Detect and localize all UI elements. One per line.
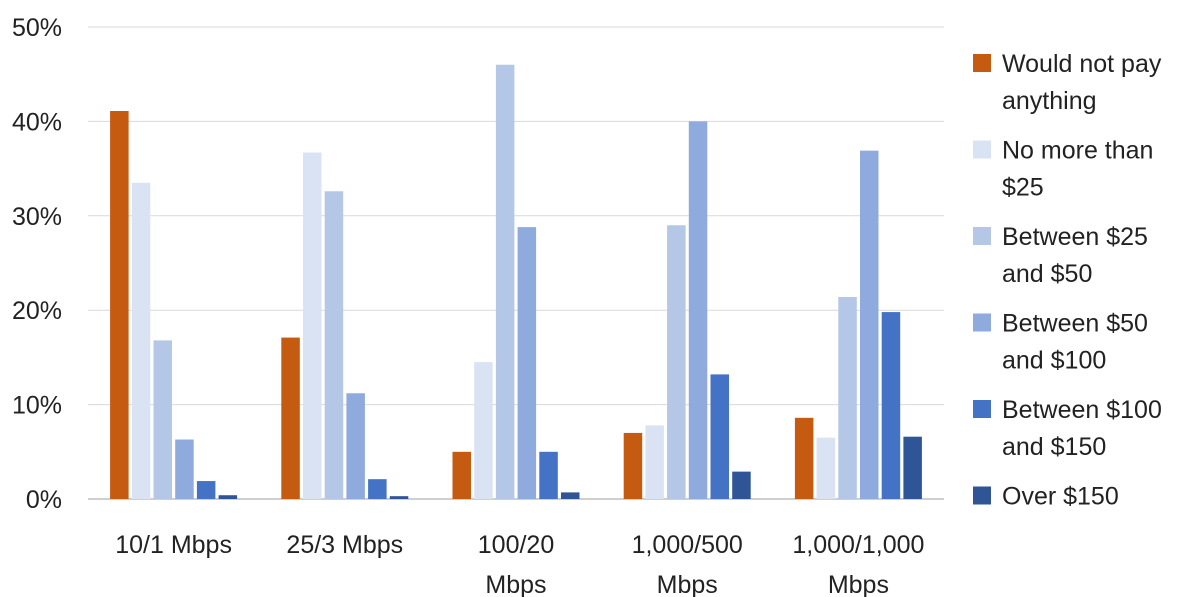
- y-tick-label: 20%: [12, 297, 62, 325]
- legend-swatch: [973, 486, 991, 505]
- legend-label: Between $25: [1002, 223, 1148, 251]
- y-tick-label: 50%: [12, 14, 62, 42]
- x-tick-label: 100/20: [478, 531, 554, 559]
- bar: [623, 432, 643, 499]
- bar: [495, 64, 515, 499]
- x-tick-label: Mbps: [657, 571, 718, 597]
- bar: [175, 439, 194, 499]
- legend-label: Between $100: [1002, 396, 1162, 424]
- legend-label: and $100: [1002, 347, 1106, 375]
- x-tick-label: Mbps: [828, 571, 889, 597]
- bar: [710, 374, 729, 499]
- legend-swatch: [973, 313, 991, 332]
- bar: [794, 417, 814, 499]
- x-tick-label: 1,000/500: [632, 531, 743, 559]
- bar: [688, 121, 708, 500]
- bar: [474, 362, 493, 499]
- legend-label: No more than: [1002, 137, 1153, 165]
- bar: [645, 425, 664, 499]
- legend-swatch: [973, 140, 991, 159]
- legend: Would not pay anything No more than $25 Betw…: [973, 50, 1162, 511]
- bar: [561, 492, 580, 499]
- legend-swatch: [973, 227, 991, 245]
- legend-label: Between $50: [1002, 310, 1148, 338]
- bar: [346, 393, 365, 499]
- legend-label: and $150: [1002, 433, 1106, 461]
- bar: [452, 451, 471, 499]
- bar: [517, 227, 537, 500]
- bars: [110, 64, 922, 500]
- bar: [324, 191, 344, 500]
- legend-swatch: [973, 400, 991, 418]
- bar: [110, 111, 129, 500]
- bar: [667, 225, 686, 500]
- bar: [303, 152, 322, 499]
- bar: [732, 471, 751, 499]
- y-tick-label: 0%: [26, 486, 62, 514]
- bar: [153, 340, 172, 499]
- bar: [131, 182, 151, 499]
- bar: [838, 296, 857, 499]
- x-axis: 10/1 Mbps 25/3 Mbps 100/20 Mbps 1,000/500 Mbp…: [115, 531, 924, 597]
- bar: [860, 150, 879, 499]
- bar: [368, 479, 387, 499]
- bar: [196, 481, 216, 499]
- bar: [281, 337, 300, 499]
- y-tick-label: 10%: [12, 392, 62, 420]
- legend-swatch: [973, 54, 991, 72]
- bar: [218, 495, 238, 499]
- bar: [539, 451, 558, 499]
- y-tick-label: 30%: [12, 203, 62, 231]
- legend-label: anything: [1002, 87, 1097, 115]
- y-tick-label: 40%: [12, 108, 62, 136]
- x-tick-label: 1,000/1,000: [792, 531, 924, 559]
- x-tick-label: Mbps: [485, 571, 546, 597]
- legend-label: Would not pay: [1002, 50, 1162, 78]
- x-tick-label: 25/3 Mbps: [286, 531, 403, 559]
- y-axis: 0% 10% 20% 30% 40% 50%: [12, 14, 62, 514]
- legend-label: and $50: [1002, 260, 1092, 288]
- legend-label: Over $150: [1002, 483, 1119, 511]
- x-tick-label: 10/1 Mbps: [115, 531, 232, 559]
- bar: [816, 437, 836, 499]
- legend-label: $25: [1002, 174, 1044, 202]
- gridlines: [88, 26, 944, 500]
- bar: [389, 496, 409, 499]
- bar: [881, 312, 901, 499]
- bar: [903, 436, 922, 499]
